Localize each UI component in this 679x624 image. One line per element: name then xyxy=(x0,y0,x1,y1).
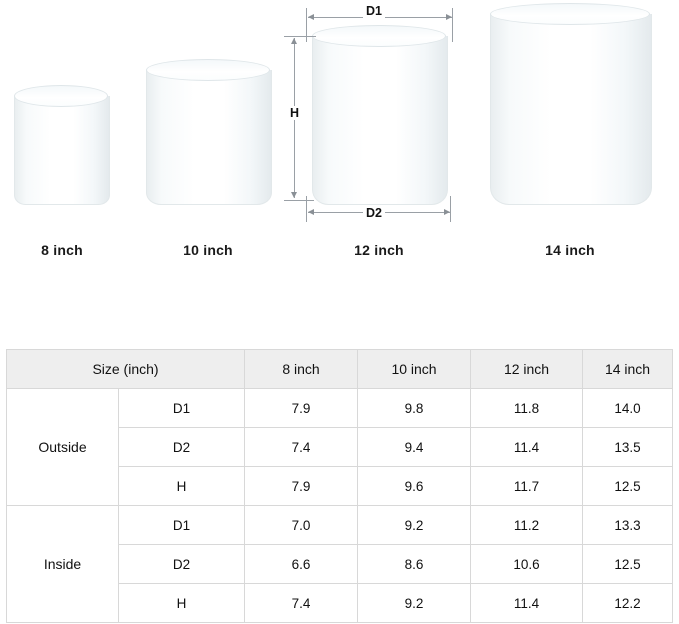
table-row: D2 6.6 8.6 10.6 12.5 xyxy=(7,544,674,584)
cell-outside-d2-14: 13.5 xyxy=(582,427,674,467)
cell-inside-h-12: 11.4 xyxy=(470,583,584,623)
header-size: Size (inch) xyxy=(5,349,246,389)
header-10-inch: 10 inch xyxy=(357,349,472,389)
cell-outside-h-8: 7.9 xyxy=(244,466,359,506)
d2-arrow-right-icon xyxy=(444,209,450,215)
cylinder-8-inch xyxy=(14,85,110,213)
h-arrow-up-icon xyxy=(291,38,297,44)
cell-inside-h-8: 7.4 xyxy=(244,583,359,623)
cylinder-12-inch-rim xyxy=(312,25,446,47)
cell-outside-h-10: 9.6 xyxy=(357,466,472,506)
cell-inside-d2-8: 6.6 xyxy=(244,544,359,584)
caption-14-inch: 14 inch xyxy=(545,242,595,258)
product-size-illustration: D1 D2 H 8 inch 10 inch 12 inch 14 inch xyxy=(14,3,652,258)
group-label-outside: Outside xyxy=(6,388,119,506)
cylinder-12-inch xyxy=(312,25,448,213)
caption-12-inch: 12 inch xyxy=(354,242,404,258)
table-row: D2 7.4 9.4 11.4 13.5 xyxy=(7,427,674,467)
header-12-inch: 12 inch xyxy=(470,349,584,389)
d1-tick-left xyxy=(306,8,307,42)
dim-label-inside-h: H xyxy=(117,583,246,623)
cell-outside-d1-10: 9.8 xyxy=(357,388,472,428)
cell-inside-d1-12: 11.2 xyxy=(470,505,584,545)
cell-inside-d1-8: 7.0 xyxy=(244,505,359,545)
cell-inside-d2-12: 10.6 xyxy=(470,544,584,584)
dim-label-inside-d1: D1 xyxy=(117,505,246,545)
h-tick-top xyxy=(284,36,316,37)
caption-10-inch: 10 inch xyxy=(183,242,233,258)
table-row: H 7.4 9.2 11.4 12.2 xyxy=(7,583,674,623)
cell-inside-d2-10: 8.6 xyxy=(357,544,472,584)
cylinder-10-inch-rim xyxy=(146,59,270,81)
cell-inside-h-14: 12.2 xyxy=(582,583,674,623)
cell-outside-d1-14: 14.0 xyxy=(582,388,674,428)
cell-inside-h-10: 9.2 xyxy=(357,583,472,623)
group-label-inside: Inside xyxy=(6,505,119,623)
cylinder-8-inch-rim xyxy=(14,85,108,107)
d1-arrow-right-icon xyxy=(446,14,452,20)
dim-label-outside-h: H xyxy=(117,466,246,506)
cell-inside-d1-14: 13.3 xyxy=(582,505,674,545)
d1-tick-right xyxy=(452,8,453,42)
cylinder-10-inch xyxy=(146,59,272,213)
cylinder-14-inch-rim xyxy=(490,3,650,25)
cylinder-14-inch xyxy=(490,3,652,213)
cell-outside-h-12: 11.7 xyxy=(470,466,584,506)
header-14-inch: 14 inch xyxy=(582,349,674,389)
cell-outside-d1-8: 7.9 xyxy=(244,388,359,428)
cell-outside-d2-10: 9.4 xyxy=(357,427,472,467)
h-arrow-down-icon xyxy=(291,192,297,198)
d1-arrow-left-icon xyxy=(308,14,314,20)
caption-8-inch: 8 inch xyxy=(41,242,83,258)
table-row: Inside D1 7.0 9.2 11.2 13.3 xyxy=(6,505,674,623)
header-8-inch: 8 inch xyxy=(244,349,359,389)
dim-label-outside-d1: D1 xyxy=(117,388,246,428)
d2-arrow-left-icon xyxy=(308,209,314,215)
cylinder-12-inch-body xyxy=(312,36,448,205)
dim-label-outside-d2: D2 xyxy=(117,427,246,467)
cylinder-14-inch-body xyxy=(490,14,652,205)
cell-outside-d1-12: 11.8 xyxy=(470,388,584,428)
cell-inside-d1-10: 9.2 xyxy=(357,505,472,545)
cell-outside-d2-8: 7.4 xyxy=(244,427,359,467)
table-row: H 7.9 9.6 11.7 12.5 xyxy=(7,466,674,506)
d1-label: D1 xyxy=(363,4,385,18)
table-row: Outside D1 7.9 9.8 11.8 14.0 xyxy=(6,388,674,506)
d2-label: D2 xyxy=(363,206,385,220)
table-header-row: Size (inch) 8 inch 10 inch 12 inch 14 in… xyxy=(5,349,674,389)
dim-label-inside-d2: D2 xyxy=(117,544,246,584)
h-tick-bottom xyxy=(284,200,314,201)
cell-outside-h-14: 12.5 xyxy=(582,466,674,506)
h-label: H xyxy=(287,106,303,120)
cell-inside-d2-14: 12.5 xyxy=(582,544,674,584)
d2-tick-right xyxy=(450,196,451,222)
specification-table: Size (inch) 8 inch 10 inch 12 inch 14 in… xyxy=(5,349,674,623)
d2-tick-left xyxy=(306,196,307,222)
cylinder-10-inch-body xyxy=(146,70,272,205)
cell-outside-d2-12: 11.4 xyxy=(470,427,584,467)
cylinder-8-inch-body xyxy=(14,96,110,205)
